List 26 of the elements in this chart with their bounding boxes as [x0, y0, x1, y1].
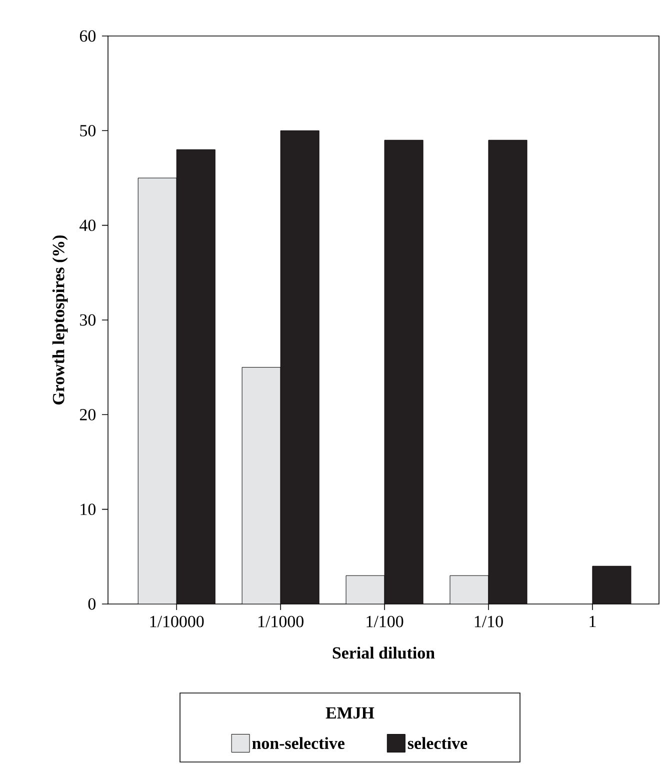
y-tick-label: 0 — [88, 598, 96, 610]
bar — [384, 140, 424, 604]
x-tick-label: 1/100 — [366, 616, 404, 628]
x-tick-label: 1/10000 — [150, 616, 204, 628]
bar — [346, 575, 385, 604]
y-tick-label: 60 — [80, 30, 96, 42]
bar — [242, 367, 281, 604]
y-tick-label: 20 — [80, 408, 96, 420]
y-tick-label: 40 — [80, 220, 96, 232]
x-tick-label: 1/1000 — [258, 616, 304, 628]
bar — [450, 575, 489, 604]
bar — [592, 566, 632, 604]
y-tick-label: 50 — [80, 124, 96, 136]
y-tick-label: 30 — [80, 314, 96, 326]
y-axis-title: Growth leptospires (%) — [52, 235, 68, 404]
y-tick-label: 10 — [80, 504, 96, 516]
bar — [488, 140, 528, 604]
x-axis-title: Serial dilution — [332, 646, 435, 659]
x-tick-label: 1/10 — [474, 616, 503, 628]
bar — [280, 130, 320, 604]
x-tick-label: 1 — [590, 616, 596, 628]
bar — [138, 178, 177, 604]
legend-label: selective — [408, 737, 468, 750]
legend-title: EMJH — [326, 707, 374, 719]
legend-label: non-selective — [252, 737, 344, 750]
bar — [176, 149, 216, 604]
